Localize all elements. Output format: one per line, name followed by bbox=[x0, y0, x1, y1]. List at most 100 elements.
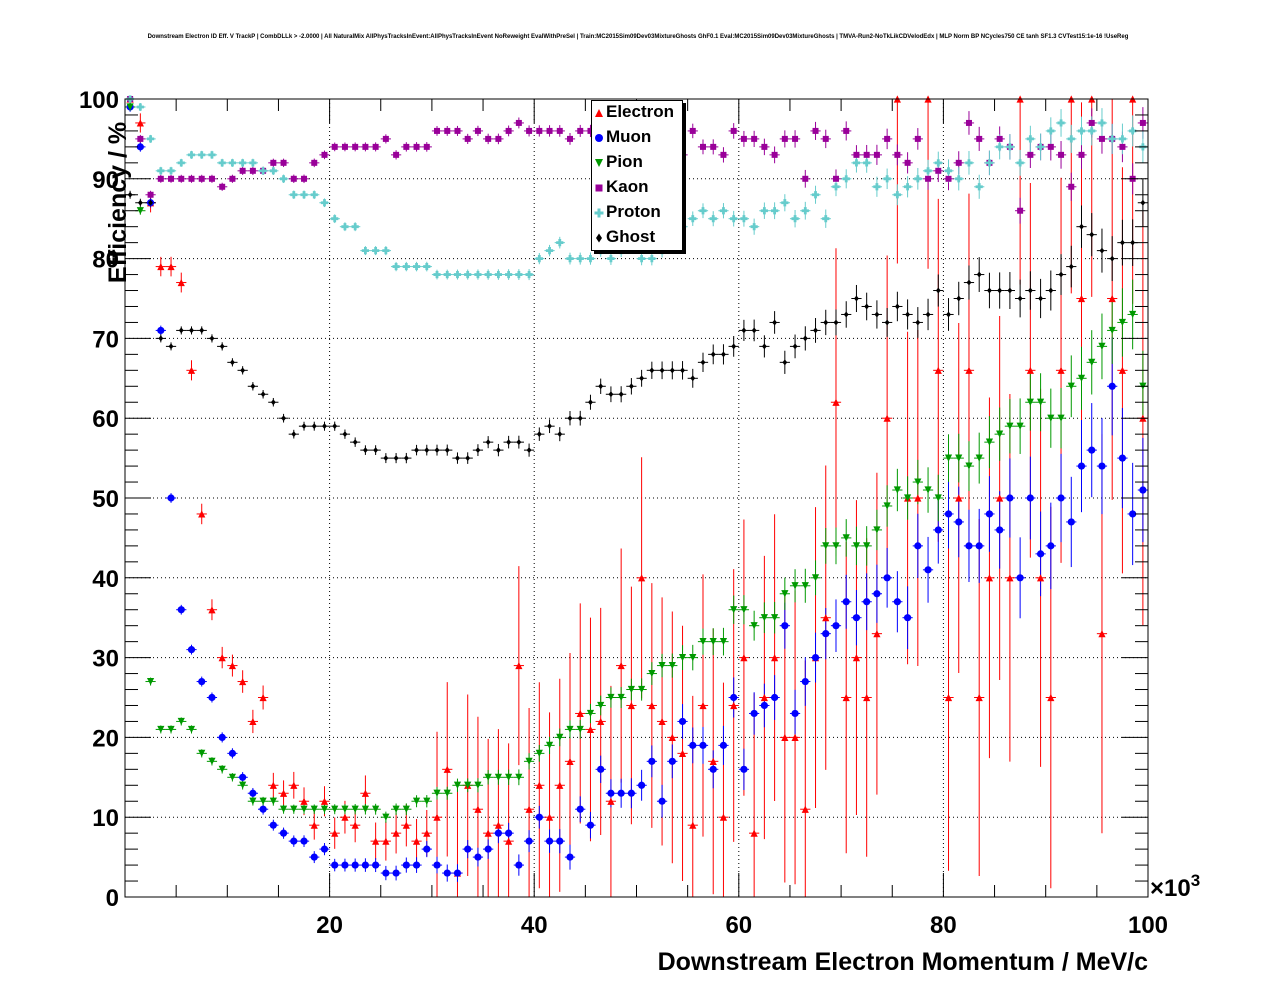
point-electron bbox=[934, 366, 942, 374]
point-kaon bbox=[740, 135, 747, 142]
point-kaon bbox=[1017, 207, 1024, 214]
point-ghost bbox=[250, 383, 256, 390]
x-tick-label: 80 bbox=[930, 912, 957, 939]
point-muon bbox=[443, 869, 451, 877]
point-pion bbox=[361, 805, 370, 813]
point-proton bbox=[136, 103, 144, 111]
point-kaon bbox=[863, 151, 870, 158]
point-ghost bbox=[363, 447, 368, 454]
point-muon bbox=[331, 861, 339, 869]
point-proton bbox=[1067, 135, 1075, 143]
point-muon bbox=[597, 765, 605, 773]
point-proton bbox=[1088, 127, 1096, 135]
point-proton bbox=[269, 167, 277, 175]
point-pion bbox=[740, 606, 748, 614]
point-muon bbox=[239, 773, 247, 781]
point-pion bbox=[392, 805, 400, 813]
point-kaon bbox=[1058, 151, 1065, 158]
point-ghost bbox=[199, 327, 205, 334]
point-electron bbox=[515, 661, 523, 670]
point-muon bbox=[822, 630, 830, 638]
point-kaon bbox=[812, 127, 819, 134]
point-ghost bbox=[168, 343, 174, 350]
point-kaon bbox=[884, 135, 891, 142]
point-pion bbox=[341, 805, 349, 813]
point-muon bbox=[300, 837, 308, 845]
point-pion bbox=[1036, 398, 1045, 406]
point-pion bbox=[648, 669, 656, 678]
point-electron bbox=[1036, 574, 1045, 582]
point-muon bbox=[177, 606, 185, 614]
point-pion bbox=[126, 103, 134, 111]
point-pion bbox=[791, 582, 799, 590]
point-proton bbox=[576, 255, 584, 263]
point-pion bbox=[525, 757, 533, 765]
point-electron bbox=[781, 733, 789, 741]
point-proton bbox=[883, 175, 891, 183]
point-proton bbox=[208, 151, 216, 159]
point-muon bbox=[494, 829, 502, 837]
point-ghost bbox=[1038, 295, 1043, 302]
point-electron bbox=[249, 717, 257, 726]
point-pion bbox=[331, 805, 339, 813]
point-muon bbox=[852, 614, 861, 622]
y-tick-label: 70 bbox=[92, 326, 119, 353]
point-proton bbox=[699, 207, 707, 215]
point-electron bbox=[423, 829, 431, 837]
point-muon bbox=[996, 526, 1004, 534]
point-muon bbox=[873, 590, 881, 598]
point-kaon bbox=[362, 143, 369, 150]
point-ghost bbox=[506, 439, 512, 446]
point-proton bbox=[1098, 119, 1106, 127]
point-kaon bbox=[843, 127, 850, 134]
point-ghost bbox=[455, 455, 460, 462]
point-proton bbox=[1016, 159, 1024, 167]
point-kaon bbox=[393, 151, 400, 158]
legend-label-proton: Proton bbox=[606, 202, 661, 221]
point-pion bbox=[279, 805, 288, 813]
point-ghost bbox=[1007, 287, 1013, 294]
point-pion bbox=[484, 773, 492, 781]
point-proton bbox=[372, 247, 380, 255]
point-proton bbox=[842, 175, 850, 183]
point-ghost bbox=[894, 303, 900, 310]
point-muon bbox=[730, 693, 738, 702]
point-kaon bbox=[781, 135, 788, 142]
point-ghost bbox=[884, 319, 890, 326]
point-pion bbox=[228, 773, 237, 781]
y-tick-label: 10 bbox=[92, 805, 119, 832]
point-muon bbox=[832, 622, 840, 630]
point-muon bbox=[545, 837, 554, 845]
point-proton bbox=[801, 207, 809, 215]
point-pion bbox=[893, 486, 901, 494]
point-ghost bbox=[782, 359, 788, 366]
point-pion bbox=[760, 614, 768, 622]
point-ghost bbox=[731, 343, 737, 350]
point-proton bbox=[464, 270, 472, 279]
point-electron bbox=[412, 837, 421, 845]
x-tick-label: 100 bbox=[1128, 912, 1168, 939]
point-pion bbox=[310, 805, 318, 813]
point-ghost bbox=[761, 343, 767, 350]
point-proton bbox=[198, 151, 206, 159]
point-proton bbox=[760, 207, 768, 215]
x-multiplier-exponent: 3 bbox=[1191, 871, 1200, 890]
point-electron bbox=[351, 821, 359, 829]
point-pion bbox=[689, 654, 697, 662]
point-muon bbox=[607, 789, 615, 797]
point-muon bbox=[290, 837, 298, 845]
point-proton bbox=[556, 239, 564, 247]
point-muon bbox=[341, 861, 349, 869]
point-pion bbox=[239, 781, 247, 789]
y-tick-label: 50 bbox=[92, 486, 119, 513]
point-muon bbox=[791, 709, 799, 718]
point-electron bbox=[320, 797, 329, 805]
point-ghost bbox=[189, 327, 194, 334]
point-muon bbox=[771, 693, 779, 702]
point-ghost bbox=[588, 399, 593, 406]
point-kaon bbox=[699, 143, 706, 150]
point-ghost bbox=[424, 447, 430, 454]
point-muon bbox=[1139, 486, 1147, 494]
legend-marker-pion bbox=[595, 159, 603, 167]
point-kaon bbox=[178, 175, 185, 182]
